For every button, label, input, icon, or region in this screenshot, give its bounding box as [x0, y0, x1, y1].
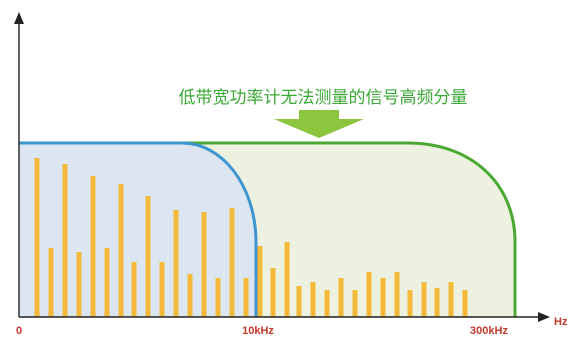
spectrum-bar: [229, 208, 235, 317]
spectrum-bar: [421, 282, 427, 317]
spectrum-bar: [310, 282, 316, 317]
spectrum-bar: [62, 164, 68, 317]
spectrum-bar: [380, 278, 386, 317]
x-axis-arrowhead: [538, 312, 550, 322]
spectrum-bar: [173, 210, 179, 317]
spectrum-bar: [407, 290, 413, 317]
spectrum-bar: [284, 242, 290, 317]
down-arrow-icon: [274, 110, 364, 138]
spectrum-bar: [187, 274, 193, 317]
spectrum-bar: [34, 158, 40, 317]
spectrum-bar: [257, 246, 263, 317]
spectrum-bar: [131, 262, 137, 317]
spectrum-bar: [270, 268, 276, 317]
diagram-caption: 低带宽功率计无法测量的信号高频分量: [179, 88, 468, 108]
spectrum-bar: [296, 286, 302, 317]
spectrum-bar: [338, 278, 344, 317]
spectrum-bar: [104, 248, 110, 317]
spectrum-bar: [159, 262, 165, 317]
x-axis-unit-label: Hz: [554, 316, 568, 328]
spectrum-bar: [145, 196, 151, 317]
wide-band-outline: [19, 141, 517, 317]
y-axis-arrowhead: [14, 12, 24, 24]
spectrum-bar: [48, 248, 54, 317]
spectrum-bar: [201, 212, 207, 317]
spectrum-bar: [448, 282, 454, 317]
spectrum-bar: [324, 290, 330, 317]
tick-label-0: 0: [16, 325, 22, 337]
spectrum-bars: [34, 158, 468, 317]
spectrum-bar: [352, 290, 358, 317]
spectrum-bar: [434, 288, 440, 317]
spectrum-bar: [90, 176, 96, 317]
spectrum-bar: [118, 184, 124, 317]
spectrum-bar: [394, 272, 400, 317]
low-band-outline: [19, 141, 258, 317]
tick-label-300khz: 300kHz: [470, 325, 508, 337]
spectrum-bar: [76, 252, 82, 317]
tick-label-10khz: 10kHz: [242, 325, 274, 337]
spectrum-bar: [366, 272, 372, 317]
spectrum-bar: [462, 290, 468, 317]
spectrum-bar: [215, 278, 221, 317]
spectrum-bar: [243, 278, 249, 317]
